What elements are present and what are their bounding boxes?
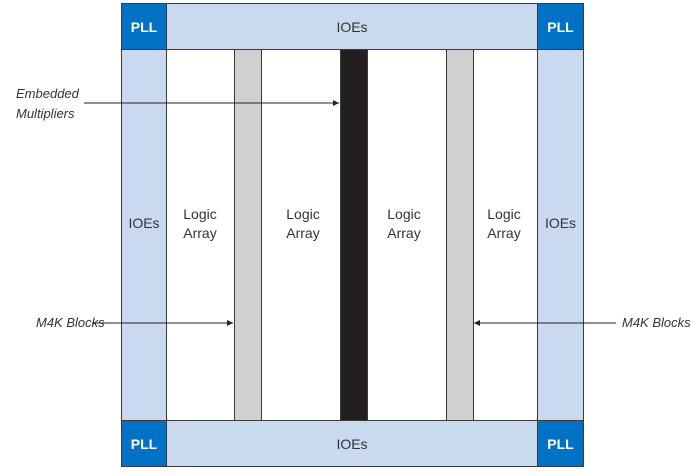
ioes-right: IOEs <box>537 49 584 421</box>
logic-array-text: Array <box>487 225 521 241</box>
logic-array-text: Array <box>286 225 320 241</box>
pll-bottom-right: PLL <box>537 420 584 467</box>
m4k-column-left <box>234 49 262 421</box>
ioes-label: IOEs <box>336 435 368 452</box>
ioes-label: IOEs <box>544 214 577 231</box>
ioes-top: IOEs <box>166 3 538 50</box>
logic-array-text: Array <box>183 225 217 241</box>
logic-array-text: Logic <box>387 206 421 222</box>
m4k-blocks-label-left: M4K Blocks <box>36 315 105 330</box>
logic-array-text: Array <box>387 225 421 241</box>
logic-array-2: Logic Array <box>273 205 333 243</box>
pll-bottom-left: PLL <box>121 420 167 467</box>
ioes-left: IOEs <box>121 49 167 421</box>
m4k-blocks-label-right: M4K Blocks <box>622 315 691 330</box>
pll-label: PLL <box>547 18 574 35</box>
m4k-column-right <box>446 49 474 421</box>
pll-label: PLL <box>547 435 574 452</box>
logic-array-text: Logic <box>183 206 217 222</box>
label-text: Multipliers <box>16 106 75 121</box>
pll-label: PLL <box>130 435 158 452</box>
pll-top-right: PLL <box>537 3 584 50</box>
pll-top-left: PLL <box>121 3 167 50</box>
pll-label: PLL <box>130 18 158 35</box>
logic-array-4: Logic Array <box>474 205 534 243</box>
logic-array-text: Logic <box>487 206 521 222</box>
logic-array-3: Logic Array <box>374 205 434 243</box>
logic-array-1: Logic Array <box>170 205 230 243</box>
embedded-multipliers-label: Embedded Multipliers <box>16 84 79 124</box>
logic-array-text: Logic <box>286 206 320 222</box>
ioes-label: IOEs <box>128 214 160 231</box>
ioes-label: IOEs <box>336 18 368 35</box>
label-text: Embedded <box>16 86 79 101</box>
embedded-multiplier-column <box>340 49 368 421</box>
